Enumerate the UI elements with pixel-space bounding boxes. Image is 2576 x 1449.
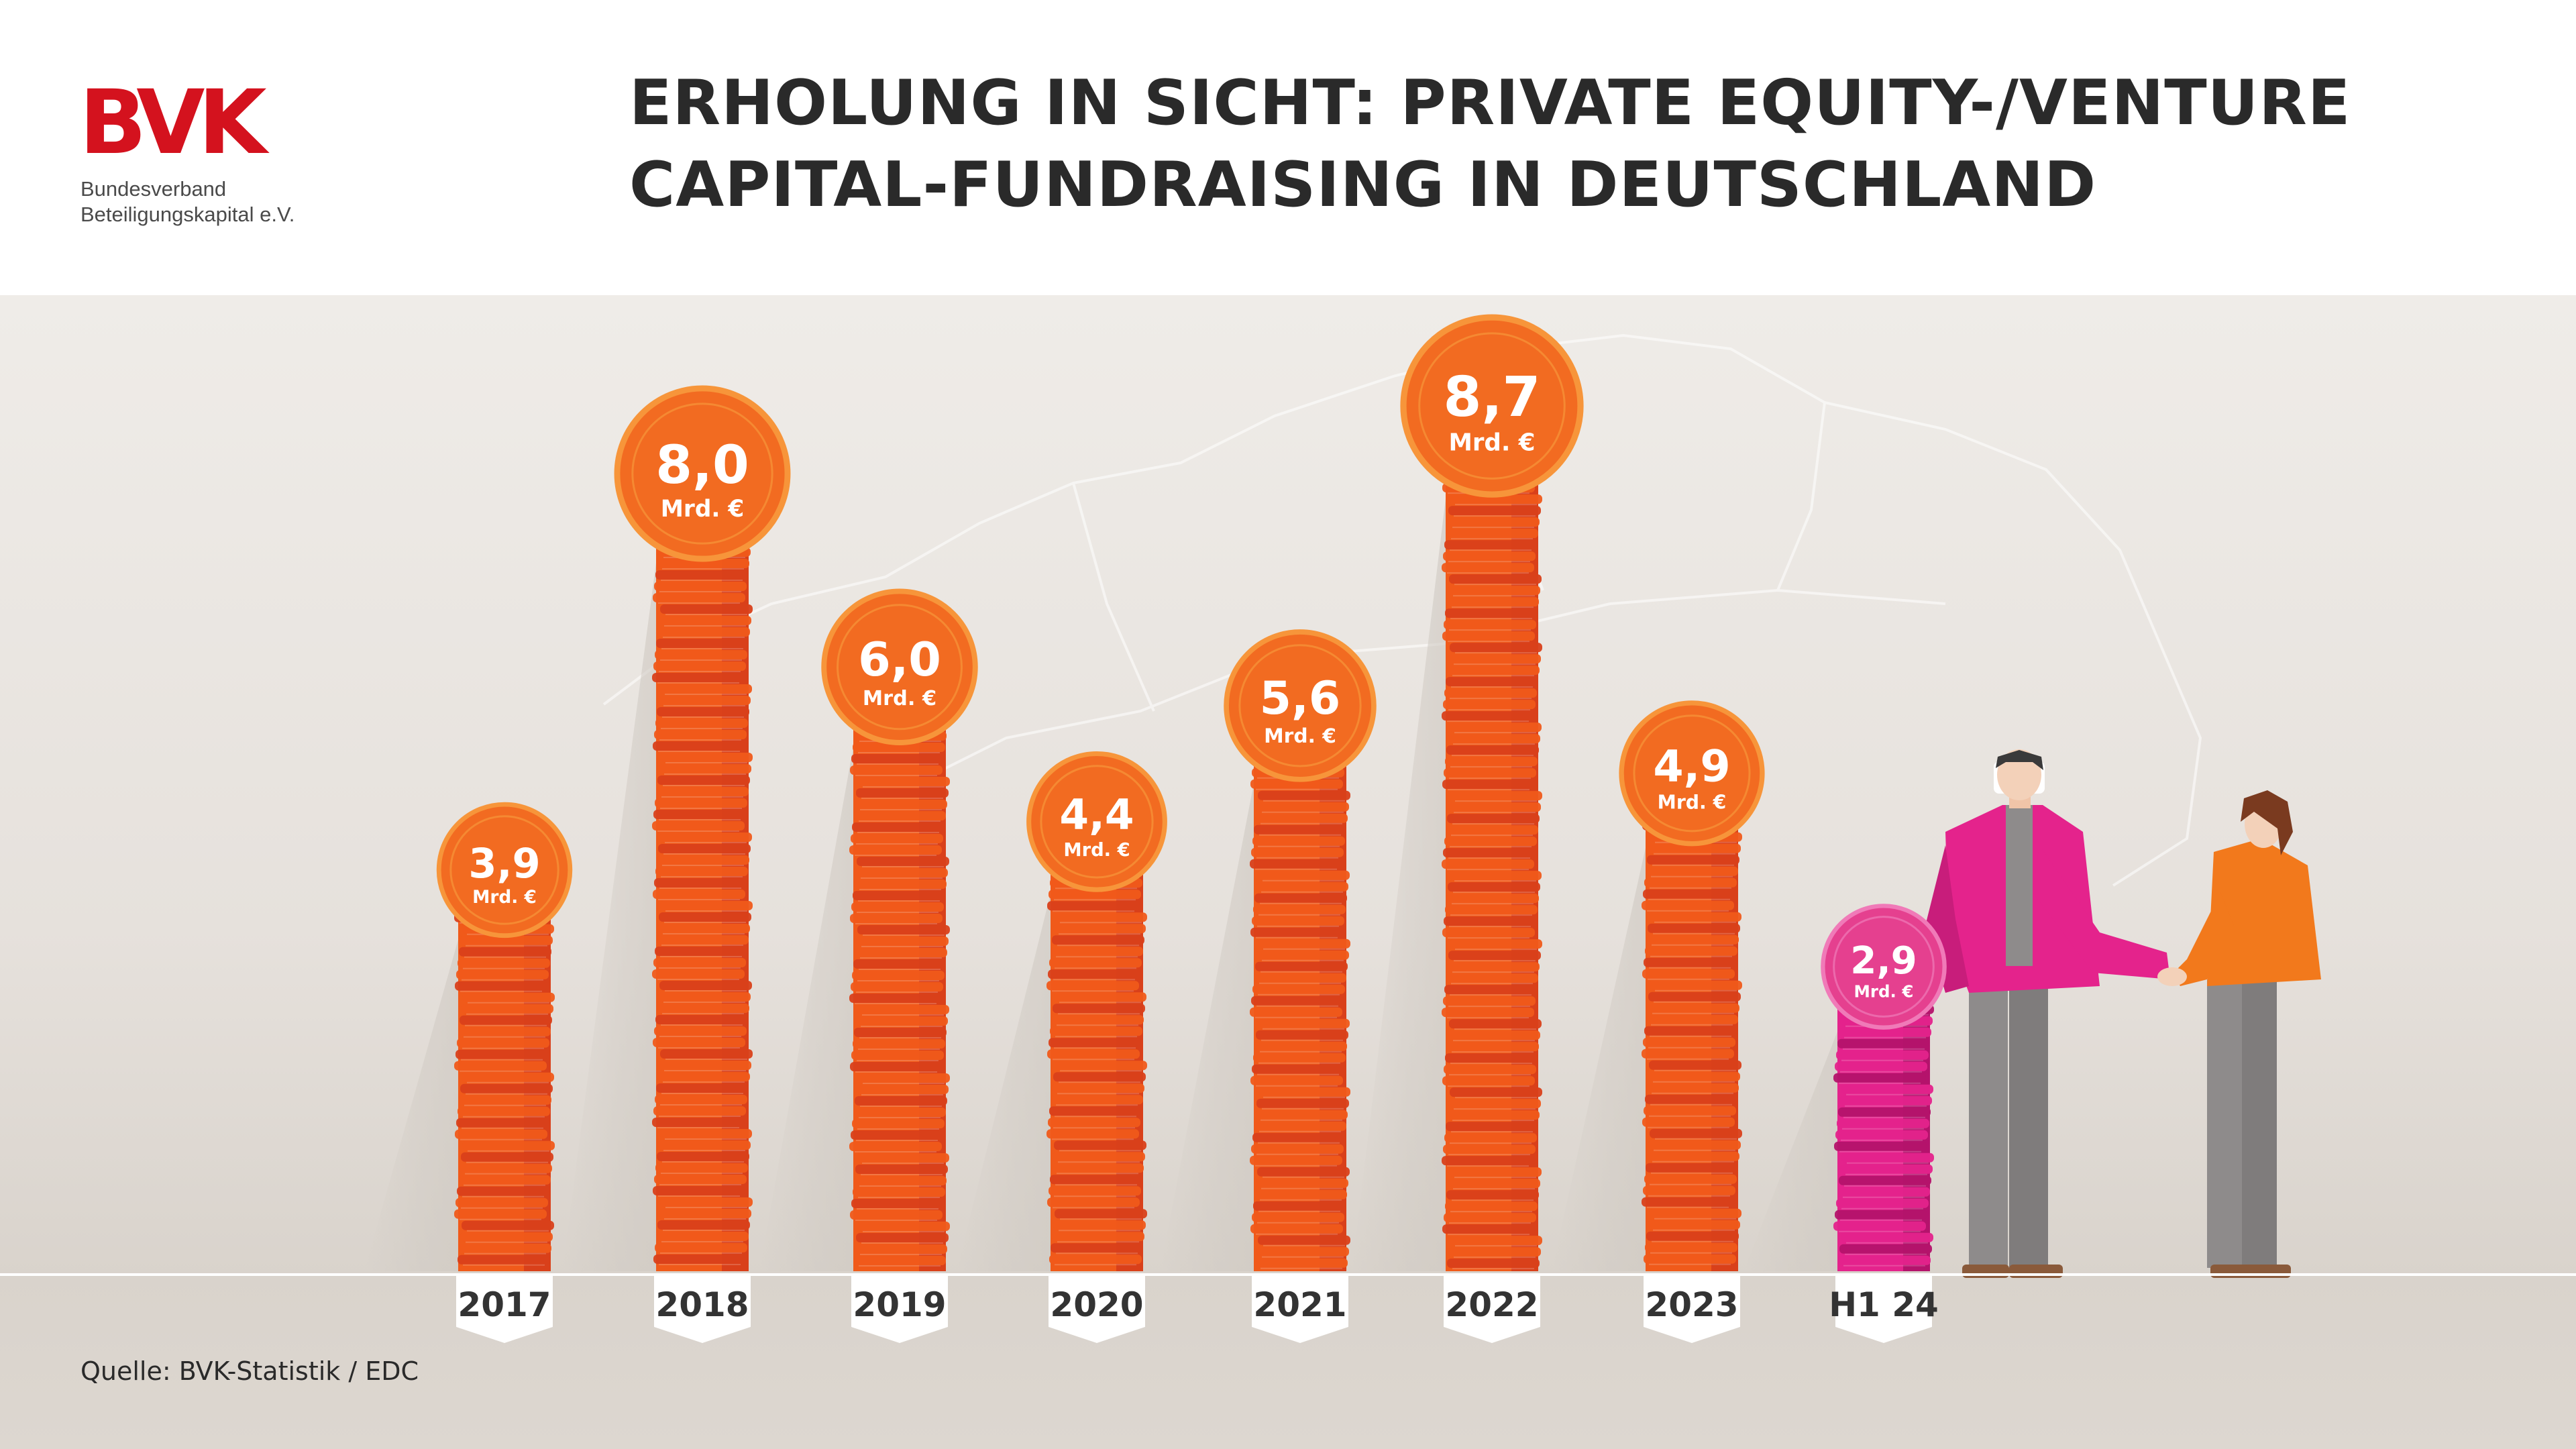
bar-shadow	[364, 939, 458, 1271]
data-label-value: 4,4	[1059, 790, 1134, 839]
data-label-value: 6,0	[858, 633, 941, 687]
value-coin	[1619, 700, 1765, 847]
header: BVK Bundesverband Beteiligungskapital e.…	[0, 0, 2576, 295]
bar	[652, 536, 753, 1271]
logo-subtitle-line1: Bundesverband	[80, 177, 227, 201]
data-label-unit: Mrd. €	[1264, 724, 1336, 748]
category-label-text: 2021	[1253, 1285, 1346, 1324]
bar	[1833, 1004, 1934, 1271]
category-label-text: 2017	[458, 1285, 551, 1324]
data-label-value: 4,9	[1653, 741, 1730, 792]
logo-subtitle-line2: Beteiligungskapital e.V.	[80, 203, 295, 226]
data-label-value: 5,6	[1260, 672, 1341, 725]
category-label-text: 2019	[853, 1285, 946, 1324]
map-outline-decoration	[602, 333, 2202, 887]
data-label-unit: Mrd. €	[1448, 429, 1535, 457]
logo-mark: BVK	[79, 71, 267, 174]
category-label-text: H1 24	[1829, 1285, 1939, 1324]
chart-title: ERHOLUNG IN SICHT: PRIVATE EQUITY-/VENTU…	[629, 62, 2541, 225]
bar-shadow	[1352, 498, 1446, 1271]
category-label	[1644, 1276, 1740, 1343]
fundraising-bar-chart: 2017 2018 2019 2020 2021 2022 2023 H1 24 3,9Mrd…	[0, 295, 2576, 1449]
bar	[454, 912, 555, 1271]
data-label-unit: Mrd. €	[863, 687, 936, 710]
bar	[849, 720, 950, 1271]
source-note: Quelle: BVK-Statistik / EDC	[80, 1356, 419, 1386]
category-label-text: 2023	[1645, 1285, 1738, 1324]
category-label	[1835, 1276, 1932, 1343]
data-label-value: 8,0	[655, 434, 749, 496]
bar-shadow	[1552, 847, 1646, 1271]
category-label-text: 2018	[655, 1285, 749, 1324]
data-label-unit: Mrd. €	[1658, 792, 1727, 814]
man-figure	[1925, 749, 2170, 1278]
value-coin	[1224, 629, 1377, 782]
bar	[1642, 820, 1742, 1271]
data-label-value: 8,7	[1444, 366, 1541, 429]
category-labels: 2017 2018 2019 2020 2021 2022 2023 H1 24	[456, 1276, 1939, 1343]
category-label	[1049, 1276, 1145, 1343]
bar-shadows	[364, 498, 1837, 1271]
woman-figure	[2157, 790, 2321, 1278]
bar	[1442, 472, 1542, 1271]
category-label	[1252, 1276, 1348, 1343]
value-coin	[1821, 904, 1947, 1030]
bar-shadow	[1743, 1031, 1837, 1271]
data-label-unit: Mrd. €	[1063, 840, 1130, 861]
bar-shadow	[1160, 783, 1254, 1271]
data-label-unit: Mrd. €	[1854, 982, 1914, 1002]
bars	[454, 472, 1934, 1271]
category-label	[456, 1276, 553, 1343]
value-coin	[821, 588, 978, 745]
value-coin	[436, 802, 573, 938]
category-label-text: 2020	[1050, 1285, 1143, 1324]
data-label-unit: Mrd. €	[472, 887, 537, 908]
chart-title-line2: CAPITAL-FUNDRAISING IN DEUTSCHLAND	[629, 148, 2097, 221]
value-coin	[1400, 314, 1584, 498]
bar	[1046, 867, 1147, 1271]
data-label-unit: Mrd. €	[661, 496, 744, 523]
chart-title-line1: ERHOLUNG IN SICHT: PRIVATE EQUITY-/VENTU…	[629, 66, 2351, 139]
value-coin	[614, 385, 791, 562]
bar-shadow	[759, 747, 853, 1271]
bar-shadow	[562, 563, 656, 1271]
handshake-illustration	[1925, 749, 2321, 1278]
data-label-value: 3,9	[468, 841, 540, 888]
category-label	[851, 1276, 948, 1343]
category-label	[1444, 1276, 1540, 1343]
bvk-logo: BVK Bundesverband Beteiligungskapital e.…	[79, 71, 334, 233]
category-label	[654, 1276, 751, 1343]
data-label-value: 2,9	[1850, 939, 1917, 983]
value-coin	[1026, 751, 1167, 892]
category-label-text: 2022	[1445, 1285, 1538, 1324]
bar-shadow	[957, 894, 1051, 1271]
bar	[1250, 756, 1350, 1271]
